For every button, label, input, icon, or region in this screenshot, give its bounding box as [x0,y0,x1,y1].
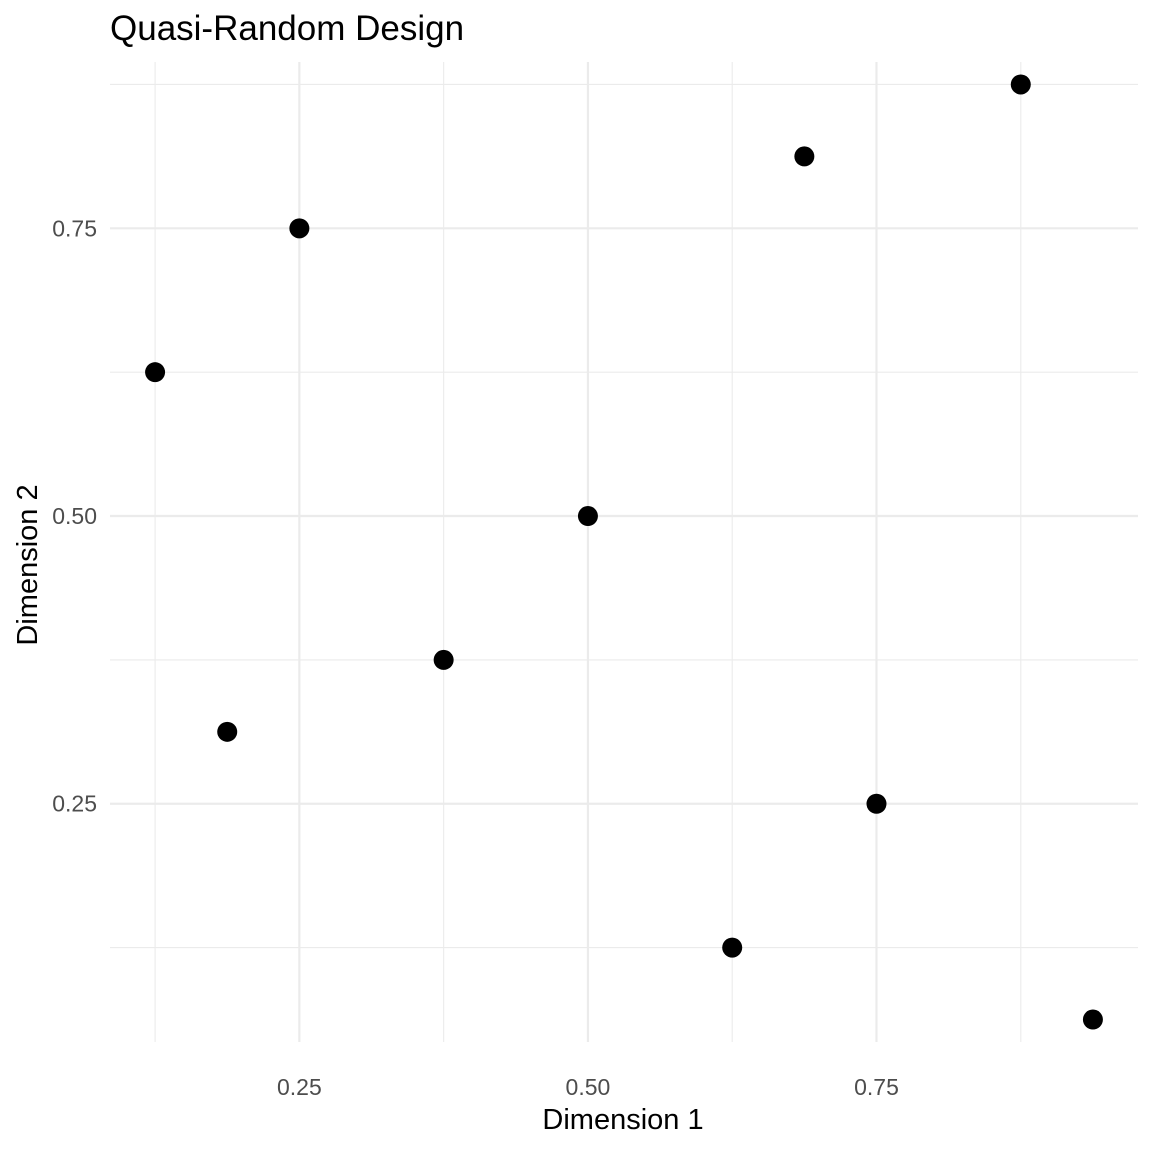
y-tick-label-2: 0.75 [52,215,97,241]
grid [110,62,1138,1042]
x-axis-label: Dimension 1 [542,1104,703,1136]
data-point-9 [1082,1009,1103,1030]
data-points [145,74,1103,1030]
x-tick-label-1: 0.50 [566,1074,611,1100]
data-point-5 [722,937,743,958]
data-point-6 [145,362,166,383]
x-tick-label-2: 0.75 [854,1074,899,1100]
data-point-4 [1010,74,1031,95]
y-tick-label-0: 0.25 [52,791,97,817]
data-point-1 [289,218,310,239]
data-point-2 [866,793,887,814]
data-point-7 [217,721,238,742]
y-axis-ticks: 0.25 0.50 0.75 [52,215,97,816]
data-point-8 [794,146,815,167]
y-tick-label-1: 0.50 [52,503,97,529]
data-point-3 [433,649,454,670]
y-axis-label: Dimension 2 [12,484,44,645]
x-tick-label-0: 0.25 [277,1074,322,1100]
data-point-0 [577,506,598,527]
x-axis-ticks: 0.25 0.50 0.75 [277,1074,899,1100]
chart-title: Quasi-Random Design [110,9,464,48]
